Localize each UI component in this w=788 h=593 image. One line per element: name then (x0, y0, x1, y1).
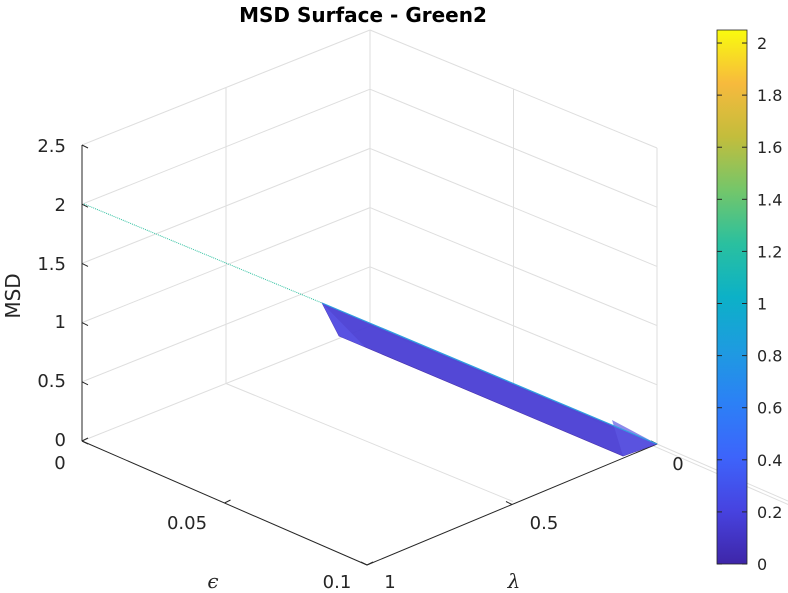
grid-z-left (81, 147, 371, 264)
grid-z-right (369, 266, 658, 386)
axis-ticks: 0 0.5 1 1.5 2 2.5 0 0.05 0.1 0 0.5 1 (37, 136, 683, 593)
z-tick-5: 2.5 (37, 136, 66, 157)
colorbar-tick-label: 0.2 (757, 503, 782, 522)
grid-lines (81, 29, 788, 505)
z-tick-4: 2 (55, 195, 66, 216)
grid-z-left (81, 88, 371, 205)
z-tick-1: 0.5 (37, 371, 66, 392)
z-tick-mark (81, 262, 89, 267)
grid-z-left (81, 266, 371, 383)
z-axis-label: MSD (1, 273, 25, 318)
grid-floor-a (656, 443, 788, 502)
colorbar-tick-label: 1.4 (757, 190, 782, 209)
colorbar-gradient (716, 29, 748, 565)
colorbar-tick-label: 0.6 (757, 399, 782, 418)
grid-z-right (369, 207, 658, 327)
colorbar-tick-label: 1 (757, 295, 767, 314)
x-tick-2: 0.1 (323, 572, 352, 593)
surface-face-left (322, 303, 365, 347)
colorbar-tick-label: 1.8 (757, 86, 782, 105)
x-tick-mark (224, 499, 231, 504)
x-tick-mark (81, 437, 89, 442)
axis-box (81, 144, 658, 566)
grid-z-right (369, 88, 658, 208)
z-tick-mark (81, 381, 89, 386)
surface-plot (83, 203, 658, 457)
y-axis-label: λ (507, 569, 521, 593)
y-tick-mark (360, 561, 368, 566)
z-tick-mark (81, 144, 89, 149)
grid-z-left (81, 29, 371, 146)
chart-title: MSD Surface - Green2 (239, 3, 487, 27)
z-tick-mark (81, 203, 89, 208)
y-tick-mark (505, 501, 513, 505)
z-tick-mark (81, 322, 89, 327)
y-tick-0: 0 (672, 454, 683, 475)
z-tick-0: 0 (55, 430, 66, 451)
x-axis-label: ϵ (207, 569, 218, 593)
x-tick-1: 0.05 (167, 513, 207, 534)
colorbar-tick-label: 0 (757, 555, 767, 574)
grid-z-right (369, 29, 658, 149)
colorbar-ticks: 0 0.2 0.4 0.6 0.8 1 1.2 1.4 1.6 1.8 2 (717, 34, 782, 574)
z-tick-mark (81, 440, 89, 445)
y-tick-2: 1 (384, 572, 395, 593)
grid-floor-b (225, 383, 514, 502)
surface-face-right (612, 420, 657, 456)
x-tick-mark (366, 561, 374, 566)
grid-z-left (81, 207, 371, 324)
z-tick-2: 1 (55, 312, 66, 333)
colorbar-tick-label: 1.6 (757, 138, 782, 157)
colorbar-tick-label: 0.4 (757, 451, 782, 470)
colorbar-tick-label: 2 (757, 34, 767, 53)
y-tick-1: 0.5 (530, 513, 559, 534)
colorbar: 0 0.2 0.4 0.6 0.8 1 1.2 1.4 1.6 1.8 2 (716, 29, 782, 574)
colorbar-tick-label: 0.8 (757, 347, 782, 366)
surface-face (321, 302, 658, 457)
x-tick-0: 0 (54, 453, 65, 474)
surface-ridge-lower (321, 302, 658, 445)
grid-z-right (369, 147, 658, 267)
z-tick-3: 1.5 (37, 254, 66, 275)
colorbar-tick-label: 1.2 (757, 242, 782, 261)
surface-ridge-upper (83, 203, 323, 304)
